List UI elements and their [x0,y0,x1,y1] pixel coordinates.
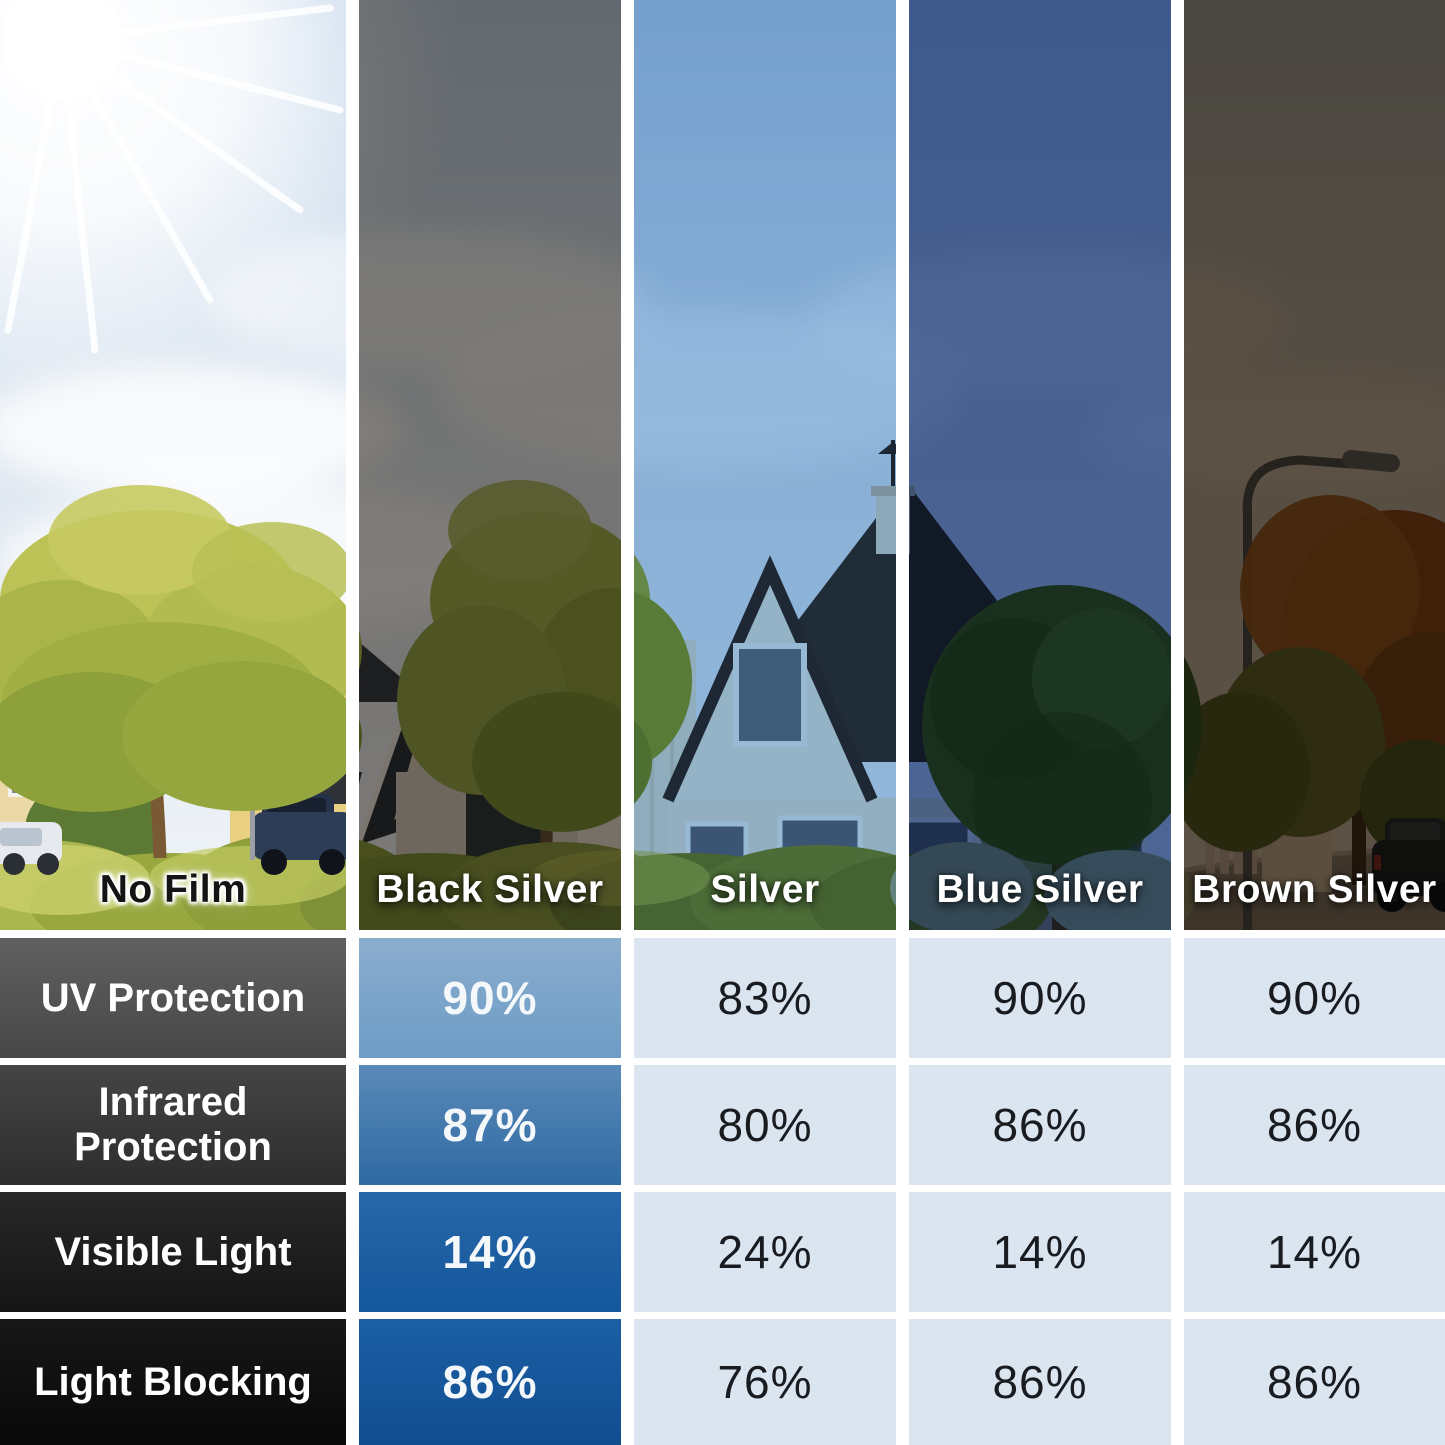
value-black-silver-light-blocking: 86% [359,1319,621,1445]
value-brown-silver-uv: 90% [1184,938,1445,1058]
value-silver-visible-light: 24% [634,1192,896,1312]
value-blue-silver-visible-light: 14% [909,1192,1171,1312]
panel-divider [896,0,909,930]
value-black-silver-visible-light: 14% [359,1192,621,1312]
panel-label-no-film: No Film [99,868,247,911]
panel-label-brown-silver: Brown Silver [1192,868,1437,911]
value-blue-silver-infrared: 86% [909,1065,1171,1185]
value-brown-silver-infrared: 86% [1184,1065,1445,1185]
panel-divider [1171,0,1184,930]
value-brown-silver-light-blocking: 86% [1184,1319,1445,1445]
value-blue-silver-uv: 90% [909,938,1171,1058]
row-header-visible-light: Visible Light [0,1192,346,1312]
panel-divider [621,0,634,930]
value-silver-infrared: 80% [634,1065,896,1185]
panel-divider [346,0,359,930]
big-tree [0,485,362,859]
photo-comparison-strip: No Film Black Silver Silver Blue Silver … [0,0,1445,930]
spec-comparison-table: UV Protection 90% 83% 90% 90% Infrared P… [0,938,1445,1445]
value-silver-uv: 83% [634,938,896,1058]
panel-label-black-silver: Black Silver [376,868,604,911]
tint-overlay-brown-silver [1184,0,1445,930]
panel-label-silver: Silver [710,868,820,911]
value-blue-silver-light-blocking: 86% [909,1319,1171,1445]
value-black-silver-infrared: 87% [359,1065,621,1185]
panel-label-blue-silver: Blue Silver [936,868,1144,911]
value-brown-silver-visible-light: 14% [1184,1192,1445,1312]
value-black-silver-uv: 90% [359,938,621,1058]
tint-overlay-silver [634,0,896,930]
tint-overlay-black-silver [359,0,621,930]
tint-overlay-blue-silver [909,0,1171,930]
row-header-infrared-protection: Infrared Protection [0,1065,346,1185]
value-silver-light-blocking: 76% [634,1319,896,1445]
row-header-light-blocking: Light Blocking [0,1319,346,1445]
row-header-uv-protection: UV Protection [0,938,346,1058]
